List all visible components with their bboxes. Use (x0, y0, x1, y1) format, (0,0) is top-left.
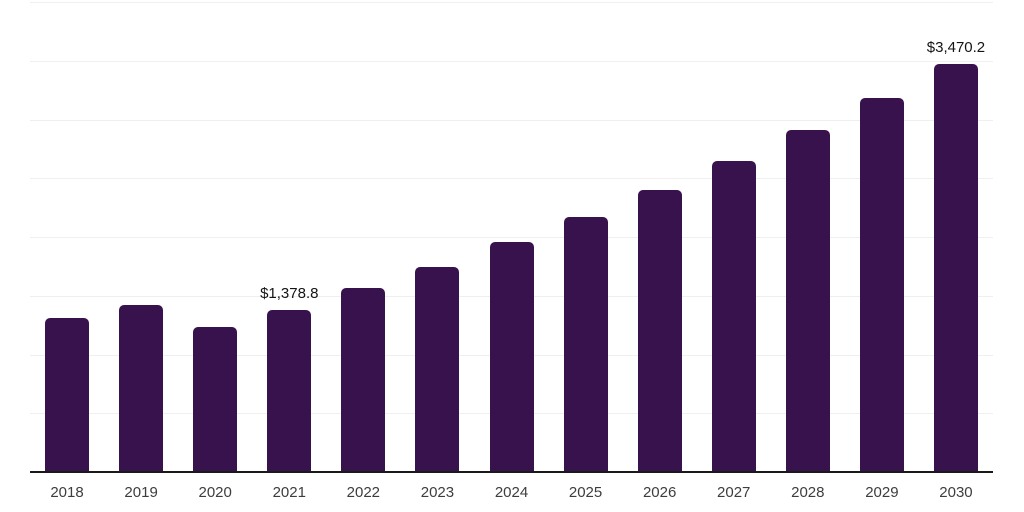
bar-2018 (45, 318, 90, 472)
bar-2030 (933, 64, 978, 472)
x-axis-tick-label: 2020 (198, 484, 232, 501)
gridline (30, 2, 993, 3)
bar-2020 (193, 326, 238, 472)
bar-2024 (489, 242, 534, 472)
data-label-2021: $1,378.8 (260, 284, 319, 302)
x-axis-tick-label: 2027 (717, 484, 751, 501)
x-axis-tick-label: 2022 (346, 484, 381, 501)
bar-2029 (859, 97, 904, 472)
bar-2019 (119, 304, 164, 472)
gridline (30, 237, 993, 238)
x-axis-tick-label: 2029 (865, 484, 899, 501)
gridline (30, 119, 993, 121)
x-axis-tick-label: 2018 (50, 484, 84, 501)
bar-2025 (563, 216, 608, 472)
x-axis-tick-label: 2028 (791, 484, 825, 501)
x-axis-tick-label: 2024 (494, 484, 529, 501)
data-label-2030: $3,470.2 (926, 39, 986, 57)
gridline (30, 178, 993, 180)
bar-2026 (637, 190, 682, 472)
bar-2022 (341, 287, 386, 472)
bar-2028 (785, 129, 830, 472)
x-axis-tick-label: 2019 (124, 484, 158, 501)
bar-2027 (711, 160, 756, 472)
bar-2023 (415, 266, 460, 472)
x-axis-line (30, 471, 993, 473)
x-axis-tick-label: 2025 (568, 484, 603, 501)
gridline (30, 60, 993, 62)
bar-2021 (267, 309, 312, 472)
x-axis-tick-label: 2030 (939, 484, 973, 501)
x-axis-tick-label: 2026 (642, 484, 677, 501)
x-axis-tick-label: 2023 (420, 484, 455, 501)
x-axis-tick-label: 2021 (272, 484, 306, 501)
